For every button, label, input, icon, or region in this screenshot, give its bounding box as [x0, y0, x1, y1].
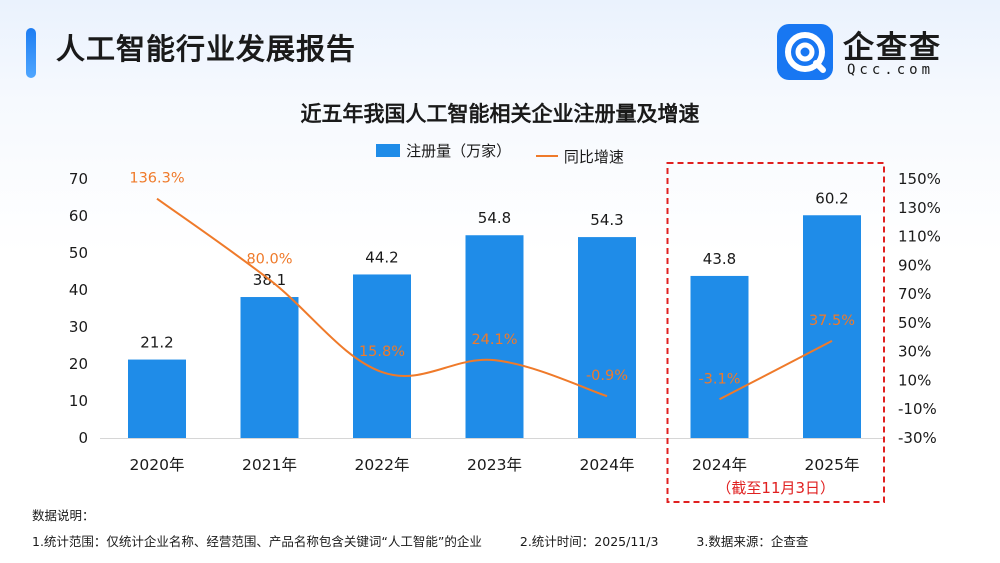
- data-notes: 数据说明： 1.统计范围：仅统计企业名称、经营范围、产品名称包含关键词“人工智能…: [32, 503, 842, 555]
- note-item: 3.数据来源：企查查: [696, 534, 809, 549]
- line-value-label: 15.8%: [359, 344, 405, 360]
- bar-value-label: 60.2: [815, 189, 848, 207]
- y-tick-label-left: 70: [69, 170, 88, 188]
- logo-text-en: Qcc.com: [847, 62, 935, 78]
- legend-item-line: 同比增速: [535, 146, 624, 167]
- logo-text-cn: 企查查: [843, 30, 942, 66]
- highlight-box: [666, 162, 885, 503]
- bar: [353, 274, 411, 438]
- bar: [128, 359, 186, 438]
- notes-heading: 数据说明：: [32, 508, 95, 523]
- bar: [578, 237, 636, 438]
- bar: [465, 235, 524, 438]
- bar-value-label: 44.2: [365, 248, 398, 266]
- bar: [240, 297, 299, 438]
- line-series-segment: [156, 197, 608, 398]
- x-tick-label: 2021年: [242, 456, 297, 474]
- y-tick-label-right: 110%: [898, 228, 941, 246]
- note-item: 1.统计范围：仅统计企业名称、经营范围、产品名称包含关键词“人工智能”的企业: [32, 534, 482, 549]
- bar-value-label: 43.8: [703, 250, 736, 268]
- bar: [690, 275, 749, 438]
- y-tick-label-right: 150%: [898, 170, 941, 188]
- y-tick-label-left: 10: [69, 392, 88, 410]
- brand-logo: 企查查 Qcc.com: [777, 22, 977, 80]
- y-tick-label-right: -10%: [898, 400, 937, 418]
- line-value-label: -0.9%: [586, 368, 628, 384]
- y-tick-label-left: 20: [69, 355, 88, 373]
- x-tick-label: 2023年: [467, 456, 522, 474]
- note-item: 2.统计时间：2025/11/3: [519, 534, 659, 549]
- bar-value-label: 54.3: [590, 211, 623, 229]
- y-tick-label-right: 70%: [898, 285, 931, 303]
- y-tick-label-right: 130%: [898, 199, 941, 217]
- line-value-label: 37.5%: [809, 313, 855, 329]
- legend-swatch-line: [535, 155, 558, 157]
- x-tick-label: 2025年: [805, 456, 860, 474]
- line-series-segment: [719, 339, 833, 401]
- legend-label-bar: 注册量（万家）: [406, 142, 512, 160]
- line-value-label: 136.3%: [129, 171, 184, 187]
- y-tick-label-right: 10%: [898, 371, 931, 389]
- legend-label-line: 同比增速: [563, 147, 624, 166]
- header-accent-bar: [26, 28, 36, 78]
- x-tick-label: 2020年: [130, 456, 185, 474]
- qcc-logo-icon: [777, 24, 833, 80]
- y-tick-label-right: 90%: [898, 256, 931, 274]
- x-tick-label: 2022年: [355, 456, 410, 474]
- y-tick-label-left: 0: [78, 429, 88, 447]
- bar-value-label: 21.2: [140, 334, 173, 352]
- y-tick-label-left: 40: [69, 281, 88, 299]
- y-tick-label-left: 60: [69, 207, 88, 225]
- highlight-note: （截至11月3日）: [716, 479, 835, 497]
- legend-item-bar: 注册量（万家）: [376, 140, 511, 161]
- x-tick-label: 2024年: [692, 456, 747, 474]
- chart-legend: 注册量（万家） 同比增速: [0, 140, 1000, 167]
- legend-swatch-bar: [376, 144, 401, 157]
- y-tick-label-left: 50: [69, 244, 88, 262]
- bar-value-label: 54.8: [478, 209, 511, 227]
- y-tick-label-right: -30%: [898, 429, 937, 447]
- line-value-label: 80.0%: [246, 252, 292, 268]
- y-tick-label-right: 30%: [898, 343, 931, 361]
- chart-title: 近五年我国人工智能相关企业注册量及增速: [300, 102, 700, 126]
- page-title: 人工智能行业发展报告: [56, 32, 357, 66]
- line-value-label: -3.1%: [698, 371, 740, 387]
- line-value-label: 24.1%: [471, 332, 517, 348]
- bar: [803, 215, 861, 438]
- notes-row: 1.统计范围：仅统计企业名称、经营范围、产品名称包含关键词“人工智能”的企业 2…: [32, 529, 842, 555]
- y-tick-label-left: 30: [69, 318, 88, 336]
- x-tick-label: 2024年: [580, 456, 635, 474]
- y-tick-label-right: 50%: [898, 314, 931, 332]
